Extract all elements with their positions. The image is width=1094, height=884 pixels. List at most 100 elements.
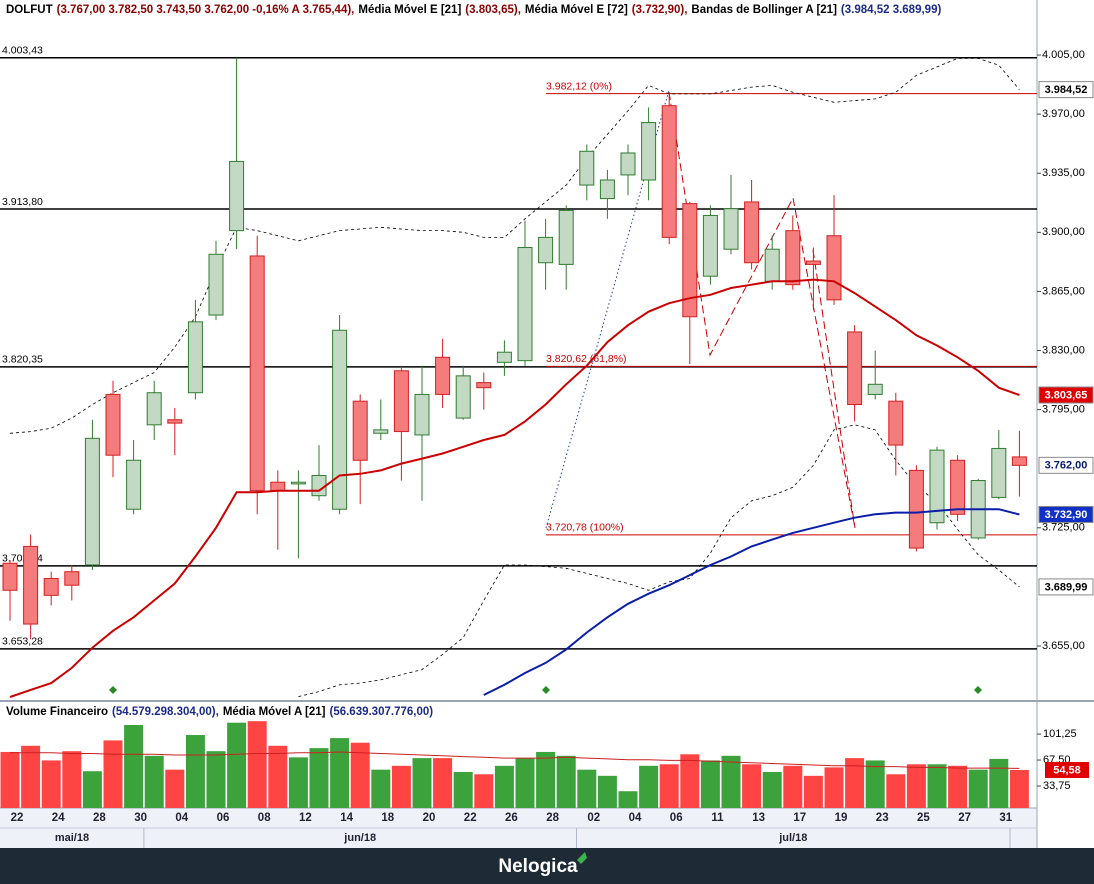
month-label: mai/18 xyxy=(55,832,89,844)
volume-bar xyxy=(247,721,267,808)
volume-bar xyxy=(1009,769,1029,808)
x-tick-label: 28 xyxy=(546,812,559,824)
volume-bar xyxy=(165,769,185,808)
header-item: DOLFUT xyxy=(6,4,53,16)
candle-body xyxy=(929,449,945,524)
x-tick-label: 14 xyxy=(340,812,353,824)
header-item: Bandas de Bollinger A [21] xyxy=(691,4,837,16)
volume-bar xyxy=(556,755,576,808)
candle-body xyxy=(187,321,203,394)
price-tag xyxy=(1038,456,1094,474)
candle-body xyxy=(847,331,863,406)
volume-bar xyxy=(618,791,638,808)
header-item: (3.984,52 3.689,99) xyxy=(841,4,942,16)
month-label: jun/18 xyxy=(343,832,376,844)
volume-bar xyxy=(474,774,494,808)
signal-marker xyxy=(109,686,982,694)
candle-body xyxy=(950,459,966,515)
month-label: jul/18 xyxy=(778,832,807,844)
price-tag xyxy=(1038,578,1094,596)
y-tick-label: 4.005,00 xyxy=(1042,49,1085,61)
volume-bar xyxy=(21,745,41,808)
price-tag xyxy=(1038,386,1094,404)
ema-72 xyxy=(483,508,1020,696)
candle-body xyxy=(249,255,265,492)
candle-body xyxy=(682,203,698,318)
y-tick-label: 3.935,00 xyxy=(1042,167,1085,179)
x-tick-label: 24 xyxy=(52,812,65,824)
candle-body xyxy=(888,400,904,446)
fibonacci-label: 3.720,78 (100%) xyxy=(546,522,624,534)
volume-bar xyxy=(453,771,473,808)
candle-body xyxy=(579,150,595,186)
volume-bar xyxy=(62,751,82,808)
candle-body xyxy=(744,201,760,264)
volume-bar xyxy=(659,764,679,808)
candle-body xyxy=(270,481,286,492)
volume-bar xyxy=(391,765,411,808)
fibonacci-label: 3.982,12 (0%) xyxy=(546,80,612,92)
y-tick-label: 3.865,00 xyxy=(1042,285,1085,297)
candle-body xyxy=(332,329,348,510)
volume-bar xyxy=(536,751,556,808)
x-tick-label: 19 xyxy=(835,812,848,824)
volume-bar xyxy=(824,767,844,808)
y-tick-label: 3.900,00 xyxy=(1042,226,1085,238)
volume-bar xyxy=(227,722,247,808)
price-tag-label: 3.803,65 xyxy=(1045,389,1088,401)
zigzag-trendline-dashed xyxy=(812,249,856,529)
x-tick-label: 27 xyxy=(958,812,971,824)
candle-body xyxy=(105,393,121,456)
volume-bar xyxy=(845,758,865,808)
candle-body xyxy=(908,469,924,549)
x-tick-label: 11 xyxy=(711,812,724,824)
y-tick-label: 3.655,00 xyxy=(1042,640,1085,652)
header-item: Média Móvel E [72] xyxy=(525,4,628,16)
x-tick-label: 25 xyxy=(917,812,930,824)
volume-bar xyxy=(927,764,947,808)
volume-header-item: (56.639.307.776,00) xyxy=(329,706,433,718)
candle-body xyxy=(476,382,492,389)
volume-bar xyxy=(989,758,1009,808)
volume-bar xyxy=(0,751,20,808)
volume-bar xyxy=(494,765,514,808)
volume-bar xyxy=(948,765,968,808)
volume-header-item: Média Móvel A [21] xyxy=(223,706,326,718)
candle-body xyxy=(23,545,39,625)
y-tick-label: 3.970,00 xyxy=(1042,108,1085,120)
candle-body xyxy=(84,437,100,566)
candle-body xyxy=(393,370,409,433)
volume-bar xyxy=(680,754,700,808)
volume-header: Volume Financeiro (54.579.298.304,00), Méd… xyxy=(6,706,433,718)
x-tick-label: 26 xyxy=(505,812,518,824)
volume-bar xyxy=(371,769,391,808)
candle-body xyxy=(146,392,162,426)
candle-body xyxy=(867,383,883,395)
volume-bar xyxy=(762,771,782,808)
volume-tick-label: 33,75 xyxy=(1043,780,1071,792)
header-item: (3.803,65), xyxy=(465,4,521,16)
x-tick-label: 02 xyxy=(587,812,600,824)
x-tick-label: 08 xyxy=(258,812,271,824)
candle-body xyxy=(620,152,636,176)
brand-logo xyxy=(577,852,587,864)
candle-body xyxy=(496,351,512,363)
candle-body xyxy=(538,236,554,264)
candle-body xyxy=(290,481,306,485)
volume-bar xyxy=(597,775,617,808)
x-tick-label: 20 xyxy=(423,812,436,824)
candle-body xyxy=(126,459,142,510)
volume-bar xyxy=(330,738,350,808)
candle-body xyxy=(435,356,451,395)
volume-bar xyxy=(865,760,885,808)
level-label: 3.913,80 xyxy=(2,196,43,208)
candle-body xyxy=(64,571,80,586)
volume-bar xyxy=(639,765,659,808)
volume-bar xyxy=(41,760,61,808)
candle-body xyxy=(311,474,327,497)
candle-body xyxy=(517,247,533,362)
level-label: 4.003,43 xyxy=(2,44,43,56)
candle-body xyxy=(764,248,780,282)
volume-bar xyxy=(206,751,226,808)
candle-body xyxy=(558,209,574,265)
